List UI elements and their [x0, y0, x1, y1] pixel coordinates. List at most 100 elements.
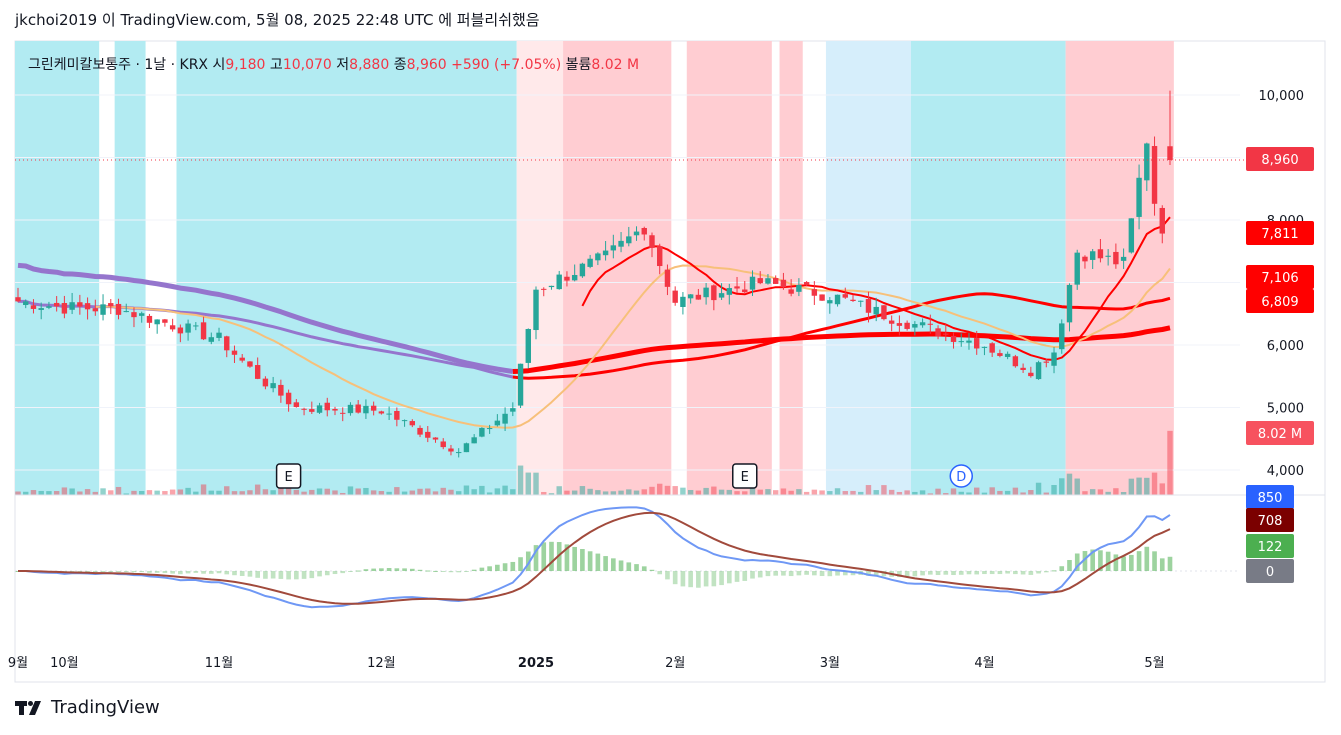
volume-bar: [1120, 492, 1127, 495]
volume-bar: [834, 488, 841, 495]
volume-bar: [587, 488, 593, 495]
candle-body: [610, 245, 617, 251]
candle-body: [270, 383, 276, 389]
candle-body: [548, 285, 555, 288]
volume-bar: [950, 488, 957, 495]
volume-bar: [695, 490, 702, 495]
macd-tag-label: 708: [1258, 514, 1283, 529]
volume-bar: [486, 492, 493, 495]
volume-bar: [780, 488, 787, 495]
candle-body: [796, 285, 802, 292]
candle-body: [363, 405, 369, 414]
time-axis-label: 5월: [1144, 656, 1164, 671]
candle-body: [1059, 323, 1065, 350]
candle-body: [448, 448, 454, 452]
volume-bar: [239, 491, 245, 495]
candle-body: [788, 289, 794, 294]
macd-histogram-bar: [324, 571, 330, 576]
macd-histogram-bar: [77, 571, 83, 572]
volume-bar: [571, 490, 578, 495]
volume-bar: [1136, 477, 1142, 495]
volume-bar: [626, 489, 632, 495]
volume-bar: [270, 490, 276, 495]
candle-body: [23, 301, 29, 306]
low-value: 8,880: [349, 57, 390, 73]
candle-body: [193, 325, 199, 327]
volume-bar: [200, 484, 207, 495]
open-label: 시: [212, 57, 226, 73]
time-axis-label: 11월: [205, 656, 234, 671]
volume-bar: [293, 489, 300, 495]
candle-body: [726, 288, 733, 295]
volume-bar: [425, 488, 431, 495]
volume-bar: [819, 490, 825, 495]
candle-body: [1028, 372, 1034, 377]
macd-histogram-bar: [904, 571, 910, 578]
candle-body: [123, 311, 129, 313]
candle-body: [695, 294, 702, 300]
macd-histogram-bar: [510, 561, 516, 571]
candle-body: [340, 412, 346, 414]
volume-bar: [633, 490, 640, 495]
candle-body: [1035, 362, 1042, 380]
ma-short-line: [95, 264, 1171, 429]
macd-histogram-bar: [464, 571, 469, 572]
time-axis[interactable]: 9월 10월 11월 12월 2025 2월 3월 4월 5월: [8, 656, 1165, 671]
event-marker[interactable]: E: [732, 463, 758, 489]
candle-body: [316, 405, 323, 413]
price-axis-label: 6,000: [1267, 339, 1304, 354]
macd-histogram-bar: [85, 571, 90, 572]
volume-bar: [108, 490, 114, 495]
macd-tag: [1246, 508, 1294, 532]
brand[interactable]: TradingView: [15, 697, 160, 718]
volume-bar: [30, 490, 37, 495]
macd-histogram-bar: [502, 563, 508, 571]
macd-histogram-bar: [1121, 556, 1126, 571]
macd-histogram-bar: [1090, 549, 1096, 571]
candle-body: [881, 305, 887, 320]
candle-body: [687, 294, 694, 299]
macd-histogram-bar: [232, 571, 237, 576]
macd-histogram-bar: [750, 571, 755, 579]
time-axis-label: 9월: [8, 656, 28, 671]
candle-body: [131, 312, 137, 318]
symbol-label: 그린케미칼보통주 · 1날 · KRX: [28, 57, 209, 73]
volume-bar: [579, 486, 586, 495]
macd-histogram-bar: [781, 571, 786, 576]
candle-body: [1043, 361, 1050, 363]
candle-body: [981, 346, 988, 348]
event-marker[interactable]: D: [949, 464, 973, 488]
candle-body: [15, 297, 21, 302]
volume-bar: [827, 491, 833, 495]
macd-histogram-bar: [386, 568, 392, 571]
volume-bar: [1097, 489, 1104, 495]
volume-bar: [262, 489, 269, 495]
candle-body: [386, 413, 392, 415]
macd-histogram-bar: [340, 571, 346, 574]
macd-histogram-bar: [471, 569, 477, 571]
macd-histogram-bar: [425, 570, 431, 572]
macd-histogram-bar: [1036, 571, 1041, 574]
macd-histogram-bar: [1167, 556, 1173, 571]
candle-body: [571, 274, 578, 281]
macd-histogram-bar: [672, 571, 678, 585]
macd-histogram-bar: [495, 564, 500, 571]
macd-histogram-bar: [920, 571, 925, 576]
volume-bar: [943, 493, 949, 495]
price-tags: 8,960 7,811 7,106 6,809 8.02 M 850 708 122 0: [15, 147, 1314, 583]
macd-histogram-bar: [533, 545, 539, 571]
candle-body: [1074, 252, 1080, 285]
candle-body: [69, 302, 75, 310]
tradingview-logo-icon: [15, 700, 41, 715]
macd-histogram-bar: [564, 544, 570, 571]
volume-bar: [772, 490, 779, 495]
dividend-marker-shape: [949, 464, 973, 488]
event-marker[interactable]: E: [275, 463, 302, 489]
candle-body: [1066, 284, 1073, 323]
candle-body: [231, 350, 238, 355]
volume-bar: [115, 486, 122, 495]
candles[interactable]: [15, 90, 1173, 458]
volume-bar: [231, 491, 238, 495]
